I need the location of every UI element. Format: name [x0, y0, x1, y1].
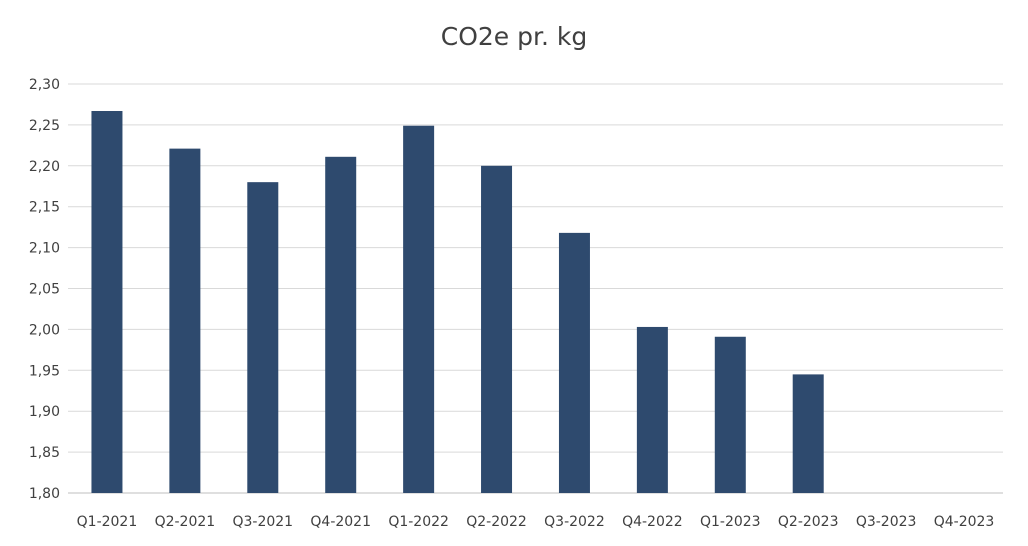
y-tick-label: 1,85: [29, 445, 60, 461]
y-tick-label: 2,20: [29, 159, 60, 175]
x-tick-label: Q2-2022: [466, 514, 527, 530]
y-tick-label: 2,10: [29, 241, 60, 257]
x-tick-label: Q3-2022: [544, 514, 605, 530]
bar: [636, 326, 668, 493]
y-tick-label: 2,25: [29, 118, 60, 134]
x-tick-label: Q4-2022: [622, 514, 683, 530]
chart-title: CO2e pr. kg: [440, 22, 588, 51]
bar: [792, 374, 824, 493]
y-tick-label: 1,90: [29, 404, 60, 420]
x-tick-label: Q2-2023: [778, 514, 839, 530]
x-tick-label: Q3-2023: [856, 514, 917, 530]
y-tick-label: 2,00: [29, 322, 60, 338]
bar: [325, 156, 357, 493]
x-tick-label: Q4-2021: [310, 514, 371, 530]
y-tick-label: 2,15: [29, 200, 60, 216]
x-tick-label: Q1-2022: [388, 514, 449, 530]
bar: [247, 182, 279, 493]
y-tick-label: 2,30: [29, 77, 60, 93]
x-tick-label: Q4-2023: [934, 514, 995, 530]
y-tick-label: 1,80: [29, 486, 60, 502]
y-tick-label: 2,05: [29, 282, 60, 298]
bar: [403, 125, 435, 493]
x-tick-label: Q1-2023: [700, 514, 761, 530]
x-tick-label: Q1-2021: [77, 514, 138, 530]
x-tick-label: Q3-2021: [232, 514, 293, 530]
x-tick-label: Q2-2021: [155, 514, 216, 530]
y-tick-label: 1,95: [29, 363, 60, 379]
bar: [481, 165, 513, 494]
bar: [558, 232, 590, 493]
bar: [91, 110, 123, 493]
bar: [714, 336, 746, 493]
bar: [169, 148, 201, 493]
